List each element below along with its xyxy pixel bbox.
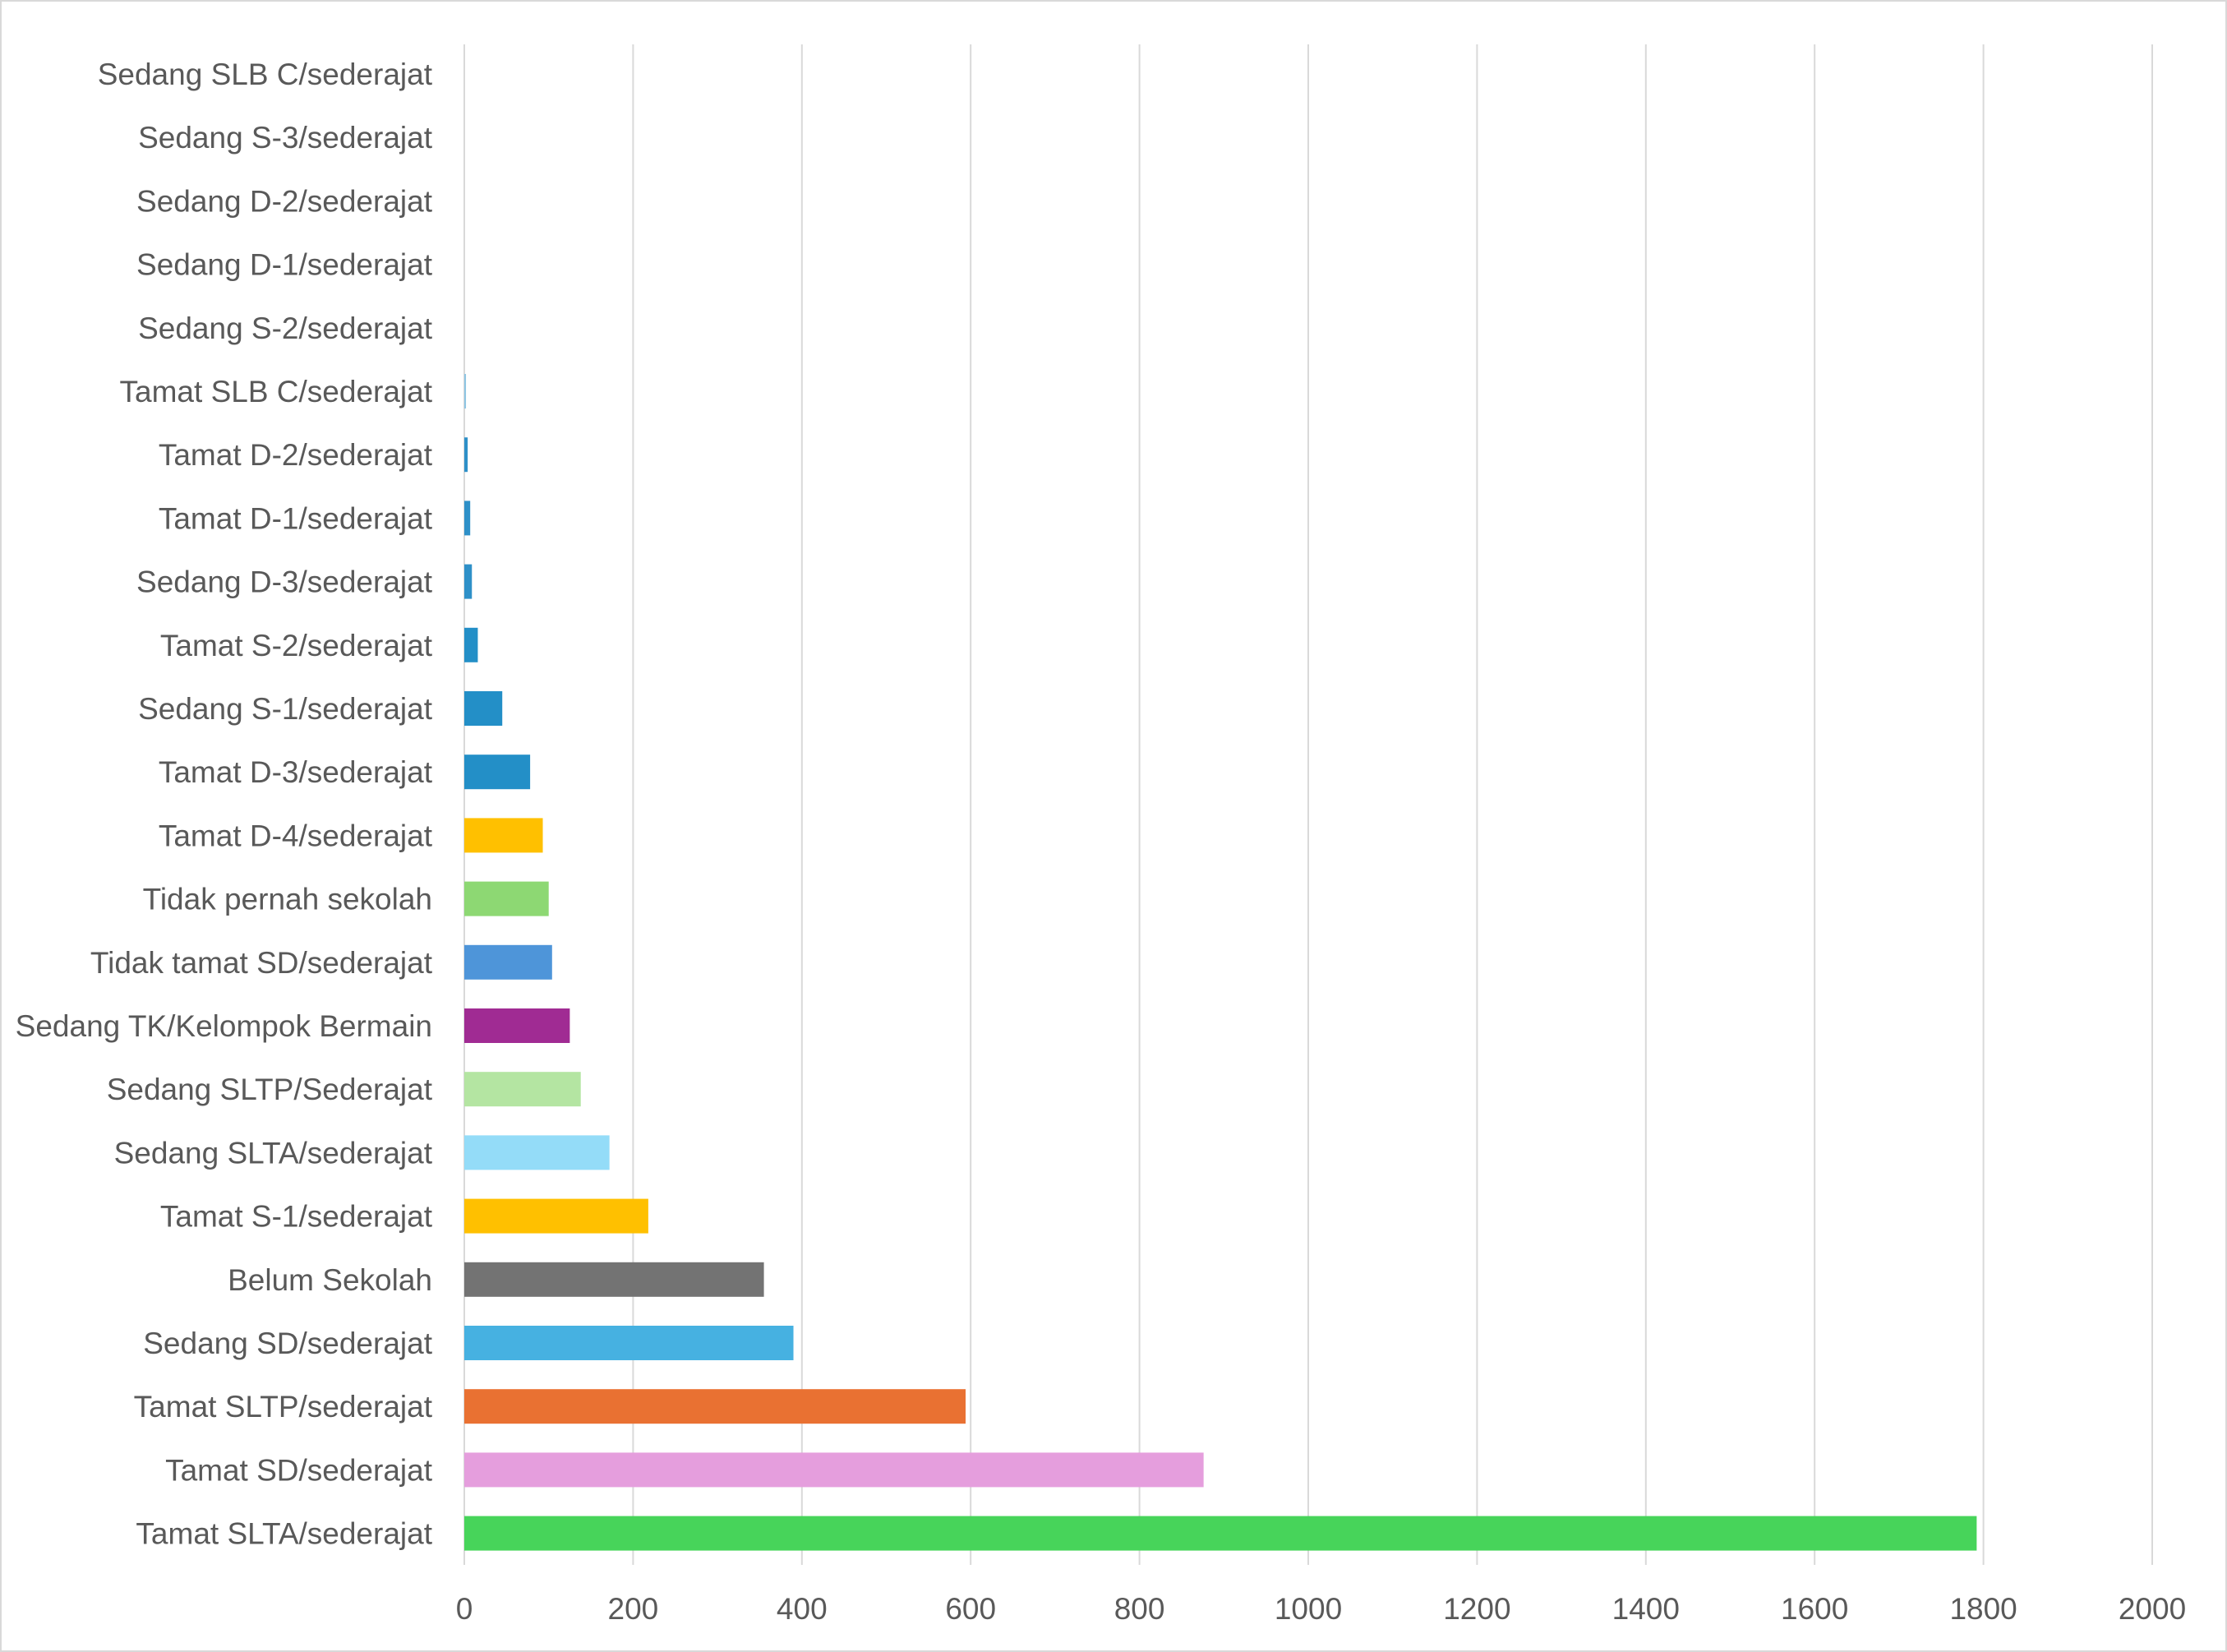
category-label: Tamat D-1/sederajat: [159, 501, 433, 535]
category-label: Tamat S-1/sederajat: [160, 1200, 433, 1234]
x-axis-tick-labels: 0 200 400 600 800 1000 1200 1400 1600 1800 2000: [456, 1592, 2186, 1626]
bar: [464, 627, 478, 662]
x-tick-label: 1000: [1275, 1592, 1342, 1626]
bars: [464, 374, 1977, 1551]
category-label: Sedang SLTP/Sederajat: [107, 1073, 433, 1106]
category-label: Tamat D-2/sederajat: [159, 438, 433, 472]
category-label: Tamat SLB C/sederajat: [120, 375, 433, 408]
category-label: Sedang S-3/sederajat: [138, 121, 433, 155]
bar: [464, 1389, 966, 1424]
bar: [464, 944, 552, 980]
bar: [464, 1262, 764, 1297]
category-label: Tamat D-4/sederajat: [159, 819, 433, 852]
bar: [464, 818, 543, 853]
category-label: Tamat D-3/sederajat: [159, 755, 433, 789]
x-tick-label: 0: [456, 1592, 473, 1626]
category-label: Tamat SLTP/sederajat: [134, 1390, 433, 1424]
bar: [464, 754, 531, 790]
bar: [464, 501, 471, 536]
bar: [464, 374, 467, 408]
bar: [464, 1326, 794, 1360]
x-tick-label: 1800: [1949, 1592, 2017, 1626]
bar: [464, 881, 549, 916]
bar: [464, 1452, 1204, 1488]
x-tick-label: 1400: [1612, 1592, 1680, 1626]
x-tick-label: 800: [1114, 1592, 1165, 1626]
bar: [464, 1072, 581, 1107]
category-label: Sedang D-3/sederajat: [136, 565, 433, 599]
bar: [464, 691, 503, 726]
x-tick-label: 600: [945, 1592, 996, 1626]
x-tick-label: 400: [777, 1592, 828, 1626]
category-label: Tidak tamat SD/sederajat: [90, 946, 433, 980]
bar: [464, 437, 468, 473]
category-label: Belum Sekolah: [228, 1263, 432, 1297]
bar: [464, 1516, 1977, 1551]
category-label: Tamat S-2/sederajat: [160, 629, 433, 662]
category-label: Sedang SLB C/sederajat: [98, 58, 433, 91]
x-tick-label: 2000: [2119, 1592, 2186, 1626]
category-label: Tamat SD/sederajat: [165, 1453, 433, 1487]
bar: [464, 1198, 648, 1234]
bar: [464, 564, 473, 599]
x-tick-label: 1200: [1443, 1592, 1510, 1626]
category-label: Tidak pernah sekolah: [143, 883, 432, 916]
category-label: Sedang SD/sederajat: [143, 1327, 432, 1360]
category-label: Sedang TK/Kelompok Bermain: [16, 1009, 432, 1043]
category-label: Tamat SLTA/sederajat: [136, 1517, 432, 1551]
bar: [464, 1135, 610, 1170]
bar: [464, 1008, 570, 1043]
gridlines: [463, 44, 2153, 1565]
category-labels: Sedang SLB C/sederajat Sedang S-3/sederaj…: [16, 58, 433, 1551]
category-label: Sedang S-1/sederajat: [138, 692, 433, 726]
category-label: Sedang S-2/sederajat: [138, 311, 433, 345]
category-label: Sedang D-1/sederajat: [136, 248, 433, 282]
category-label: Sedang D-2/sederajat: [136, 184, 433, 218]
x-tick-label: 200: [608, 1592, 659, 1626]
category-label: Sedang SLTA/sederajat: [114, 1136, 433, 1170]
x-tick-label: 1600: [1781, 1592, 1848, 1626]
